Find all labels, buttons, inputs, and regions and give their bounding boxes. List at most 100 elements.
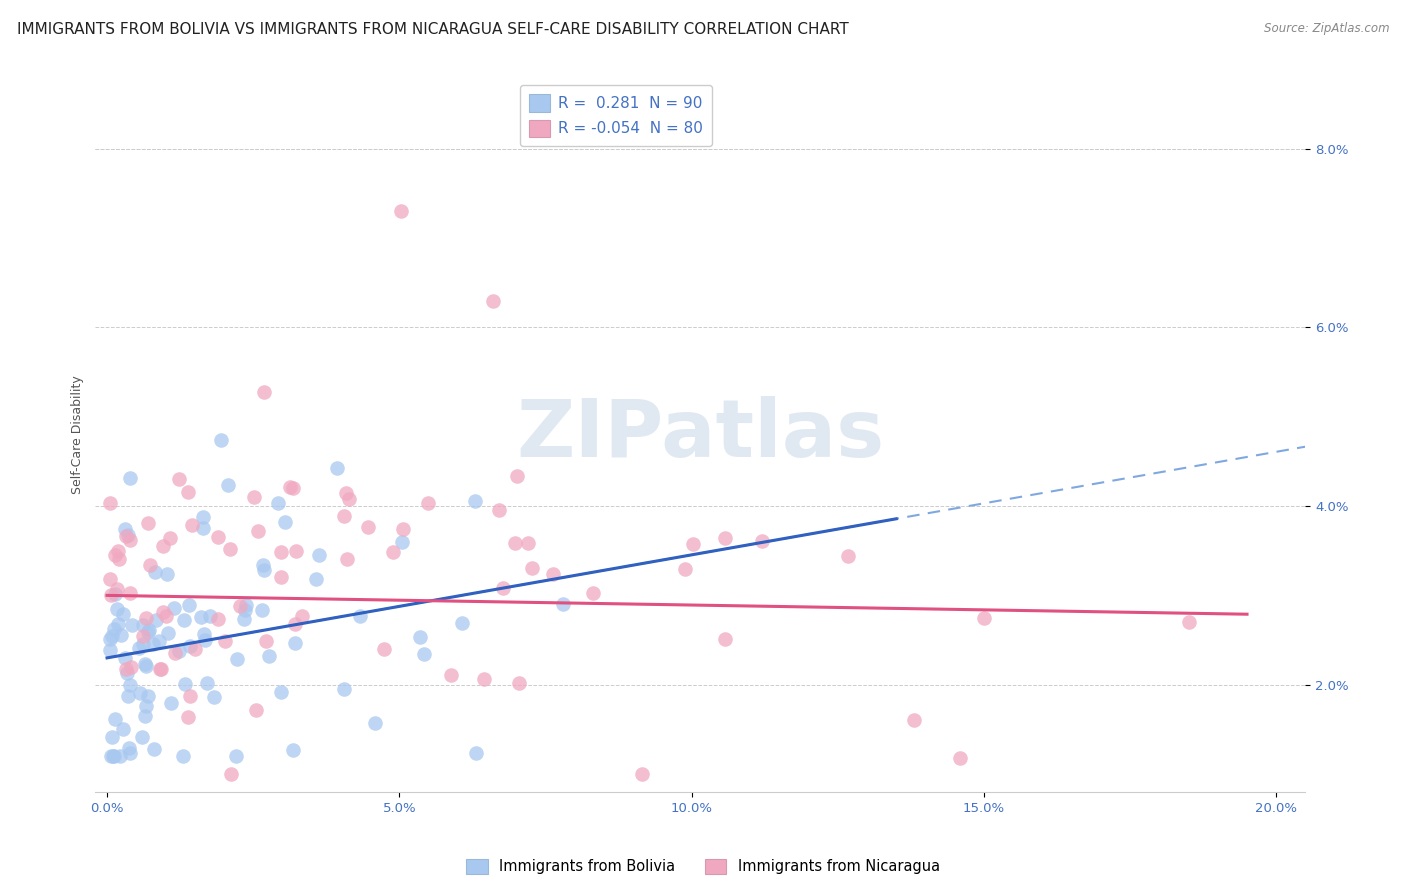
- Point: [120, 660, 142, 674]
- Point: [115, 666, 138, 681]
- Point: [167, 472, 190, 486]
- Point: [149, 662, 172, 676]
- Point: [174, 677, 197, 691]
- Point: [336, 552, 359, 566]
- Point: [110, 628, 132, 642]
- Point: [214, 633, 236, 648]
- Point: [183, 642, 205, 657]
- Point: [177, 709, 200, 723]
- Point: [190, 610, 212, 624]
- Point: [503, 536, 526, 550]
- Point: [252, 558, 274, 573]
- Point: [134, 709, 156, 723]
- Point: [191, 510, 214, 524]
- Point: [482, 293, 505, 308]
- Point: [247, 524, 270, 538]
- Point: [751, 534, 773, 549]
- Point: [217, 478, 239, 492]
- Point: [98, 496, 121, 510]
- Point: [207, 530, 229, 544]
- Point: [252, 385, 274, 400]
- Point: [506, 469, 529, 483]
- Point: [135, 659, 157, 673]
- Point: [278, 480, 301, 494]
- Point: [364, 716, 387, 731]
- Point: [177, 484, 200, 499]
- Point: [541, 567, 564, 582]
- Point: [245, 703, 267, 717]
- Point: [138, 624, 160, 639]
- Point: [115, 662, 138, 676]
- Point: [337, 492, 360, 507]
- Point: [225, 749, 247, 764]
- Point: [257, 648, 280, 663]
- Point: [714, 632, 737, 647]
- Point: [284, 617, 307, 632]
- Point: [464, 494, 486, 508]
- Point: [131, 730, 153, 744]
- Point: [274, 515, 297, 529]
- Point: [143, 565, 166, 579]
- Point: [179, 689, 201, 703]
- Point: [115, 529, 138, 543]
- Point: [553, 597, 575, 611]
- Point: [179, 599, 201, 613]
- Point: [135, 611, 157, 625]
- Point: [291, 609, 314, 624]
- Point: [117, 689, 139, 703]
- Point: [508, 675, 530, 690]
- Point: [107, 616, 129, 631]
- Point: [160, 696, 183, 710]
- Point: [582, 586, 605, 600]
- Point: [270, 570, 292, 584]
- Point: [281, 743, 304, 757]
- Point: [152, 539, 174, 553]
- Point: [631, 767, 654, 781]
- Point: [488, 503, 510, 517]
- Point: [325, 460, 347, 475]
- Point: [381, 545, 404, 559]
- Point: [112, 722, 135, 736]
- Point: [520, 561, 543, 575]
- Point: [714, 531, 737, 545]
- Point: [107, 544, 129, 558]
- Text: Source: ZipAtlas.com: Source: ZipAtlas.com: [1264, 22, 1389, 36]
- Point: [682, 537, 704, 551]
- Point: [155, 609, 177, 624]
- Point: [165, 646, 187, 660]
- Point: [225, 652, 247, 666]
- Point: [139, 558, 162, 573]
- Point: [129, 685, 152, 699]
- Point: [391, 535, 413, 549]
- Point: [117, 741, 139, 756]
- Point: [104, 587, 127, 601]
- Point: [450, 616, 472, 631]
- Point: [136, 516, 159, 531]
- Point: [101, 730, 124, 744]
- Point: [117, 528, 139, 542]
- Point: [235, 598, 257, 612]
- Point: [391, 204, 413, 219]
- Text: ZIPatlas: ZIPatlas: [516, 396, 884, 474]
- Point: [101, 629, 124, 643]
- Point: [103, 622, 125, 636]
- Point: [114, 650, 136, 665]
- Point: [333, 682, 356, 697]
- Y-axis label: Self-Care Disability: Self-Care Disability: [72, 376, 84, 494]
- Point: [270, 685, 292, 699]
- Point: [837, 549, 859, 563]
- Point: [233, 603, 256, 617]
- Point: [120, 586, 142, 600]
- Point: [134, 657, 156, 672]
- Point: [98, 632, 121, 646]
- Point: [973, 611, 995, 625]
- Point: [100, 588, 122, 602]
- Point: [103, 749, 125, 764]
- Point: [149, 662, 172, 676]
- Point: [167, 644, 190, 658]
- Point: [283, 481, 305, 495]
- Point: [172, 749, 194, 764]
- Point: [464, 746, 486, 760]
- Point: [148, 633, 170, 648]
- Point: [308, 548, 330, 562]
